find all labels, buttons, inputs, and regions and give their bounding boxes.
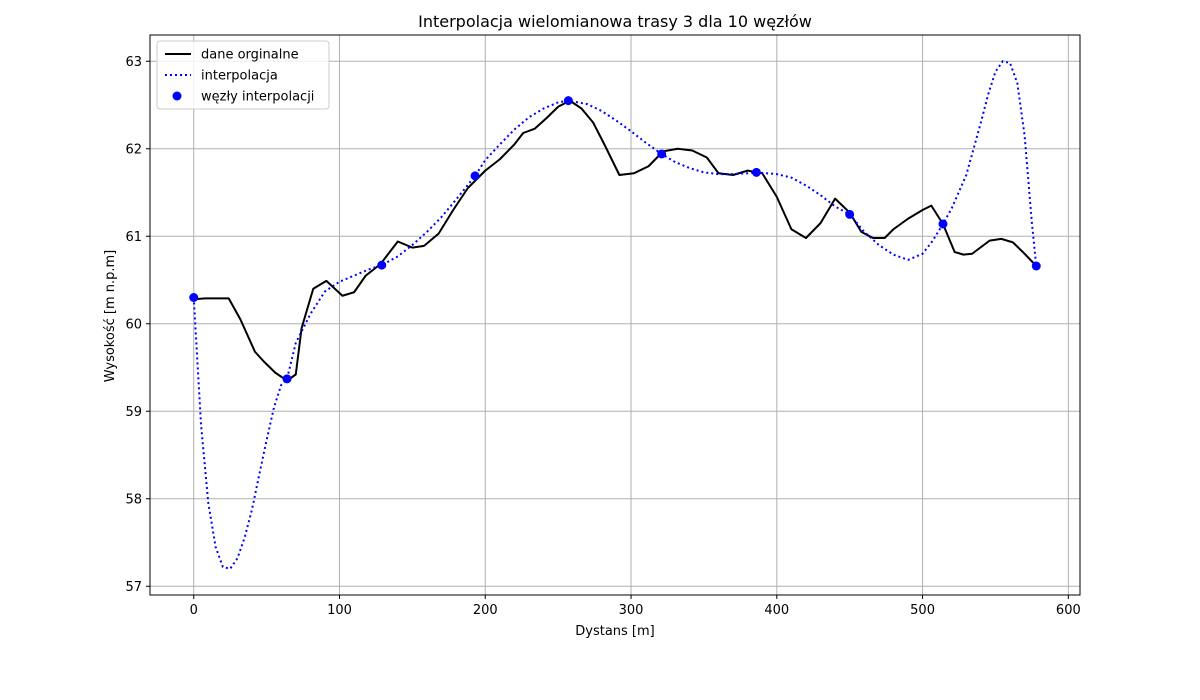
- x-tick-label: 600: [1056, 603, 1081, 618]
- y-tick-label: 63: [125, 55, 142, 70]
- interpolation-node-point: [377, 260, 387, 270]
- legend-label: węzły interpolacji: [201, 90, 314, 105]
- y-tick-label: 59: [125, 405, 142, 420]
- y-tick-label: 57: [125, 580, 142, 595]
- interpolation-node-point: [1031, 261, 1041, 271]
- plot-frame: [149, 34, 1081, 596]
- interpolation-node-point: [845, 209, 855, 219]
- x-tick-label: 200: [473, 603, 498, 618]
- legend: dane orginalne interpolacja węzły interpol…: [156, 40, 330, 110]
- x-tick-label: 400: [764, 603, 789, 618]
- y-tick-label: 62: [125, 142, 142, 157]
- x-tick-label: 300: [619, 603, 644, 618]
- legend-label: interpolacja: [201, 69, 278, 84]
- series-line-original: [193, 99, 1037, 382]
- legend-label: dane orginalne: [201, 48, 299, 63]
- interpolation-node-point: [751, 167, 761, 177]
- interpolation-node-point: [282, 374, 292, 384]
- interpolation-node-point: [938, 219, 948, 229]
- y-tick-label: 58: [125, 492, 142, 507]
- x-axis-label: Dystans [m]: [575, 624, 655, 639]
- x-tick-label: 0: [190, 603, 198, 618]
- y-axis-label: Wysokość [m n.p.m]: [103, 250, 118, 382]
- y-tick-label: 61: [125, 230, 142, 245]
- x-tick-label: 100: [327, 603, 352, 618]
- legend-box: [156, 40, 330, 110]
- interpolation-node-point: [189, 293, 199, 302]
- interpolation-node-point: [657, 149, 667, 159]
- y-tick-label: 60: [125, 317, 142, 332]
- axis-ticks: 0 100 200 300 400 500 600 57 58 59 60 61 62 63: [125, 55, 1080, 618]
- interpolation-node-point: [563, 96, 573, 106]
- grid: [150, 35, 1080, 595]
- chart-title: Interpolacja wielomianowa trasy 3 dla 10…: [418, 12, 812, 31]
- interpolation-node-point: [470, 171, 480, 181]
- series-layer: [189, 60, 1041, 570]
- x-tick-label: 500: [910, 603, 935, 618]
- legend-swatch-nodes: [172, 91, 182, 101]
